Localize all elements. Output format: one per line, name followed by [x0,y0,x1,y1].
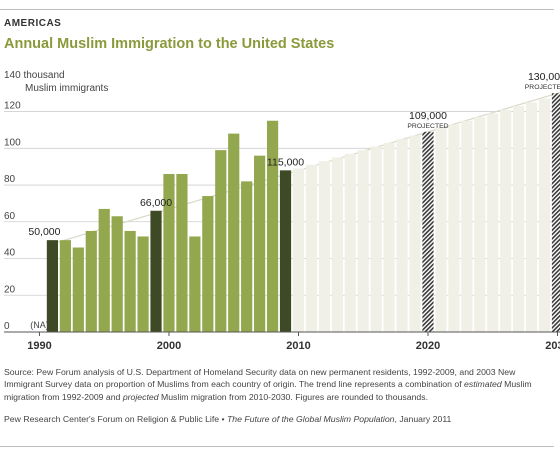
x-tick-label-2030: 2030 [545,340,560,352]
bar-2006 [241,181,253,332]
source-emphasis-estimated: estimated [464,379,502,390]
bar-2011 [305,164,318,332]
y-tick-label-40: 40 [4,248,16,259]
credit-publication: The Future of the Global Muslim Populati… [226,414,395,424]
bar-2001 [176,174,188,332]
credit-line: Pew Research Center's Forum on Religion … [4,414,556,424]
bar-1992 [59,240,71,332]
bar-1991 [46,240,59,332]
y-unit-label: 140 thousand [4,70,65,81]
bar-2029 [538,98,551,332]
source-text-end: Muslim migration from 2010-2030. Figures… [158,391,429,402]
callout-note-2020: PROJECTED [407,123,448,130]
bar-1996 [111,216,123,332]
bars [46,93,560,333]
y-tick-label-0: 0 [4,321,10,332]
y-tick-label-20: 20 [4,284,16,295]
chart-title: Annual Muslim Immigration to the United … [4,36,335,52]
credit-date: , January 2011 [394,414,452,424]
bar-2019 [409,135,421,332]
y-tick-label-100: 100 [4,137,21,148]
x-tick-label-1990: 1990 [27,340,51,352]
bar-2012 [318,161,330,332]
na-label: (NA) [30,320,49,330]
source-emphasis-projected: projected [122,391,159,402]
labels: 0 20 40 60 80 100 120 140 thousand Muslim immigr… [4,70,560,352]
x-tick-label-2000: 2000 [157,340,181,352]
top-rule [0,9,554,10]
bar-2018 [396,139,408,332]
bar-1998 [137,236,149,332]
bar-2025 [487,113,499,332]
bar-2022 [448,124,460,332]
bar-1993 [72,247,84,332]
y-tick-label-60: 60 [4,211,16,222]
bar-2008 [266,120,279,332]
source-text-middle: Muslim migration from 1992-2009 and [4,379,532,402]
bar-2007 [254,155,266,332]
bar-2027 [513,106,525,332]
axes [4,331,560,336]
bar-1997 [124,230,136,332]
bar-2021 [435,128,447,332]
callout-value-1999: 66,000 [140,197,172,209]
region-kicker: AMERICAS [4,18,62,29]
bar-2024 [474,117,486,332]
source-text: Source: Pew Forum analysis of U.S. Depar… [4,367,516,390]
bar-2017 [383,142,395,332]
bar-2005 [228,133,240,332]
y-tick-label-80: 80 [4,174,16,185]
bar-2016 [370,146,382,332]
bar-2003 [202,196,214,332]
bar-2020 [422,131,434,332]
bar-2000 [163,174,175,332]
callout-value-1991: 50,000 [28,226,60,238]
bar-chart: 0 20 40 60 80 100 120 140 thousand Muslim immigr… [4,70,560,352]
bar-2015 [357,150,369,332]
bottom-rule [0,446,554,447]
credit-org: Pew Research Center's Forum on Religion … [4,414,227,424]
bar-2026 [500,109,512,333]
bar-2014 [344,153,356,332]
bar-2004 [215,150,227,332]
bar-2013 [331,157,343,332]
callout-note-2030: PROJECTED [525,84,560,91]
bar-2028 [525,102,538,332]
bar-2009 [279,170,292,332]
y-unit-label-line2: Muslim immigrants [25,83,108,94]
source-note: Source: Pew Forum analysis of U.S. Depar… [4,366,556,403]
callout-value-2020: 109,000 [409,110,447,122]
bar-2023 [461,120,473,332]
bar-2010 [292,168,305,332]
bar-1994 [85,230,97,332]
bar-1995 [98,208,110,332]
callout-value-2009: 115,000 [267,156,304,168]
y-tick-label-120: 120 [4,101,21,112]
bar-2030 [551,93,560,332]
x-tick-label-2020: 2020 [416,340,440,352]
bar-2002 [189,236,201,332]
x-tick-label-2010: 2010 [286,340,310,352]
callout-value-2030: 130,000 [528,71,560,83]
bar-1999 [150,210,162,332]
